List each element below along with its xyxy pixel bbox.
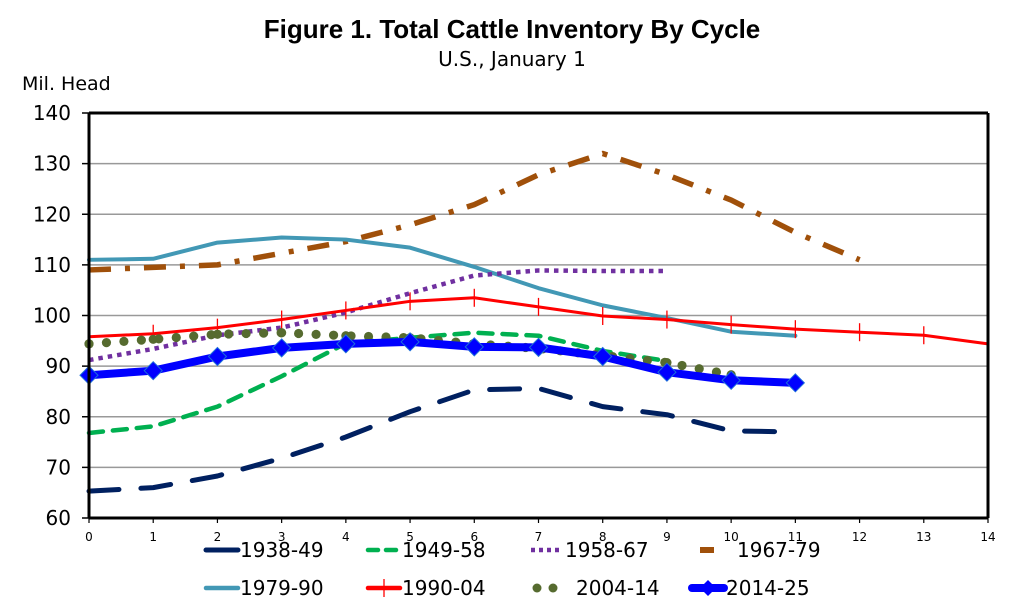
series-dot xyxy=(241,328,251,339)
y-tick-label: 60 xyxy=(46,506,71,530)
series-1967-79 xyxy=(88,150,861,273)
data-point xyxy=(657,362,677,382)
legend-item-1949-58: 1949-58 xyxy=(365,538,486,562)
legend-swatch xyxy=(532,583,542,593)
legend-label: 2004-14 xyxy=(576,576,660,600)
axes xyxy=(82,111,990,523)
x-tick-labels: 0 1 2 3 4 5 6 7 8 9 10 11 12 13 14 xyxy=(85,530,995,544)
y-axis-label: Mil. Head xyxy=(22,73,111,95)
chart-title: Figure 1. Total Cattle Inventory By Cycl… xyxy=(264,14,761,44)
legend-label: 2014-25 xyxy=(726,576,810,600)
x-tick-label: 10 xyxy=(724,530,739,544)
data-point xyxy=(336,334,356,354)
series-dot xyxy=(311,329,321,339)
y-tick-label: 100 xyxy=(33,304,71,328)
chart-subtitle: U.S., January 1 xyxy=(438,47,586,71)
series-dot xyxy=(677,360,687,371)
data-point xyxy=(148,334,158,344)
series-line xyxy=(86,385,798,494)
y-tick-label: 80 xyxy=(46,405,71,429)
series-2014-25 xyxy=(79,332,806,393)
series-dot xyxy=(642,355,653,366)
x-tick-label: 12 xyxy=(852,530,867,544)
y-tick-labels: 60 70 80 90 100 110 120 130 140 xyxy=(33,101,71,530)
legend-item-1938-49: 1938-49 xyxy=(203,538,324,562)
legend-item-2004-14: 2004-14 xyxy=(532,576,660,600)
series-dot xyxy=(294,328,304,339)
legend-label: 1967-79 xyxy=(737,538,821,562)
gridlines xyxy=(89,162,988,469)
data-point xyxy=(207,346,228,367)
y-tick-label: 140 xyxy=(33,101,71,125)
legend-label: 1949-58 xyxy=(402,538,486,562)
legend-swatch xyxy=(548,583,558,593)
legend-item-2014-25: 2014-25 xyxy=(688,576,810,600)
legend-label: 1938-49 xyxy=(240,538,324,562)
data-point xyxy=(212,329,223,339)
series-line xyxy=(85,337,800,387)
x-tick-label: 13 xyxy=(916,530,931,544)
data-point xyxy=(143,360,163,381)
x-tick-label: 14 xyxy=(980,530,995,544)
series-dot xyxy=(694,364,704,374)
series-lines xyxy=(79,150,990,494)
data-point xyxy=(593,346,613,367)
y-tick-label: 70 xyxy=(46,455,71,479)
series-dot xyxy=(101,338,112,348)
x-tick-label: 8 xyxy=(599,530,607,544)
series-dot xyxy=(171,332,181,343)
legend-item-1990-04: 1990-04 xyxy=(365,576,486,600)
data-point xyxy=(785,373,806,393)
x-tick-label: 0 xyxy=(85,530,93,544)
x-tick-label: 5 xyxy=(406,530,414,544)
series-dot xyxy=(328,330,339,340)
x-tick-label: 2 xyxy=(214,530,222,544)
data-point xyxy=(277,328,287,338)
x-tick-label: 11 xyxy=(788,530,803,544)
legend: 1938-49 1949-58 1958-67 1967-79 1979-90 1990-… xyxy=(203,538,821,600)
data-point xyxy=(464,337,484,357)
legend-marker xyxy=(700,580,716,596)
x-tick-label: 4 xyxy=(342,530,350,544)
legend-item-1967-79: 1967-79 xyxy=(700,538,821,562)
legend-item-1979-90: 1979-90 xyxy=(203,576,324,600)
data-point xyxy=(528,337,549,358)
series-dot xyxy=(363,331,374,342)
y-tick-label: 90 xyxy=(46,354,71,378)
y-tick-label: 130 xyxy=(33,152,71,176)
legend-label: 1990-04 xyxy=(402,576,486,600)
data-point xyxy=(400,332,420,352)
legend-item-1958-67: 1958-67 xyxy=(531,538,649,562)
legend-label: 1958-67 xyxy=(565,538,649,562)
x-tick-label: 9 xyxy=(663,530,671,544)
y-tick-label: 110 xyxy=(33,253,71,277)
series-dot xyxy=(119,336,129,346)
series-1938-49 xyxy=(86,385,798,494)
series-line xyxy=(88,268,667,363)
legend-label: 1979-90 xyxy=(240,576,324,600)
x-tick-label: 1 xyxy=(149,530,157,544)
data-point xyxy=(271,338,292,358)
y-tick-label: 120 xyxy=(33,202,71,226)
series-line xyxy=(86,330,670,436)
data-point xyxy=(721,370,741,391)
series-dot xyxy=(136,335,146,345)
series-line xyxy=(88,150,861,273)
series-dot xyxy=(259,328,269,338)
x-tick-label: 3 xyxy=(278,530,286,544)
x-tick-label: 7 xyxy=(535,530,543,544)
series-dot xyxy=(189,331,199,341)
series-1958-67 xyxy=(88,268,667,363)
series-dot xyxy=(224,329,234,339)
series-1949-58 xyxy=(86,330,670,436)
x-tick-label: 6 xyxy=(470,530,478,544)
